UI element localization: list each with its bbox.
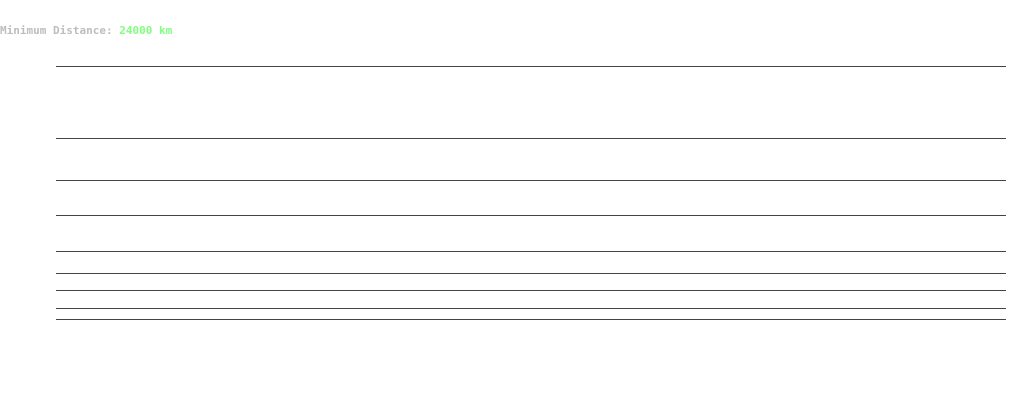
horizontal-line (56, 215, 1006, 216)
horizontal-line (56, 308, 1006, 309)
horizontal-line (56, 273, 1006, 274)
horizontal-line (56, 66, 1006, 67)
horizontal-line (56, 251, 1006, 252)
horizontal-line (56, 138, 1006, 139)
horizontal-line (56, 180, 1006, 181)
minimum-distance-label: Minimum Distance: (0, 24, 120, 37)
minimum-distance-readout: Minimum Distance: 24000 km (0, 24, 172, 37)
horizontal-line (56, 290, 1006, 291)
horizontal-line (56, 319, 1006, 320)
minimum-distance-value: 24000 km (119, 24, 173, 37)
